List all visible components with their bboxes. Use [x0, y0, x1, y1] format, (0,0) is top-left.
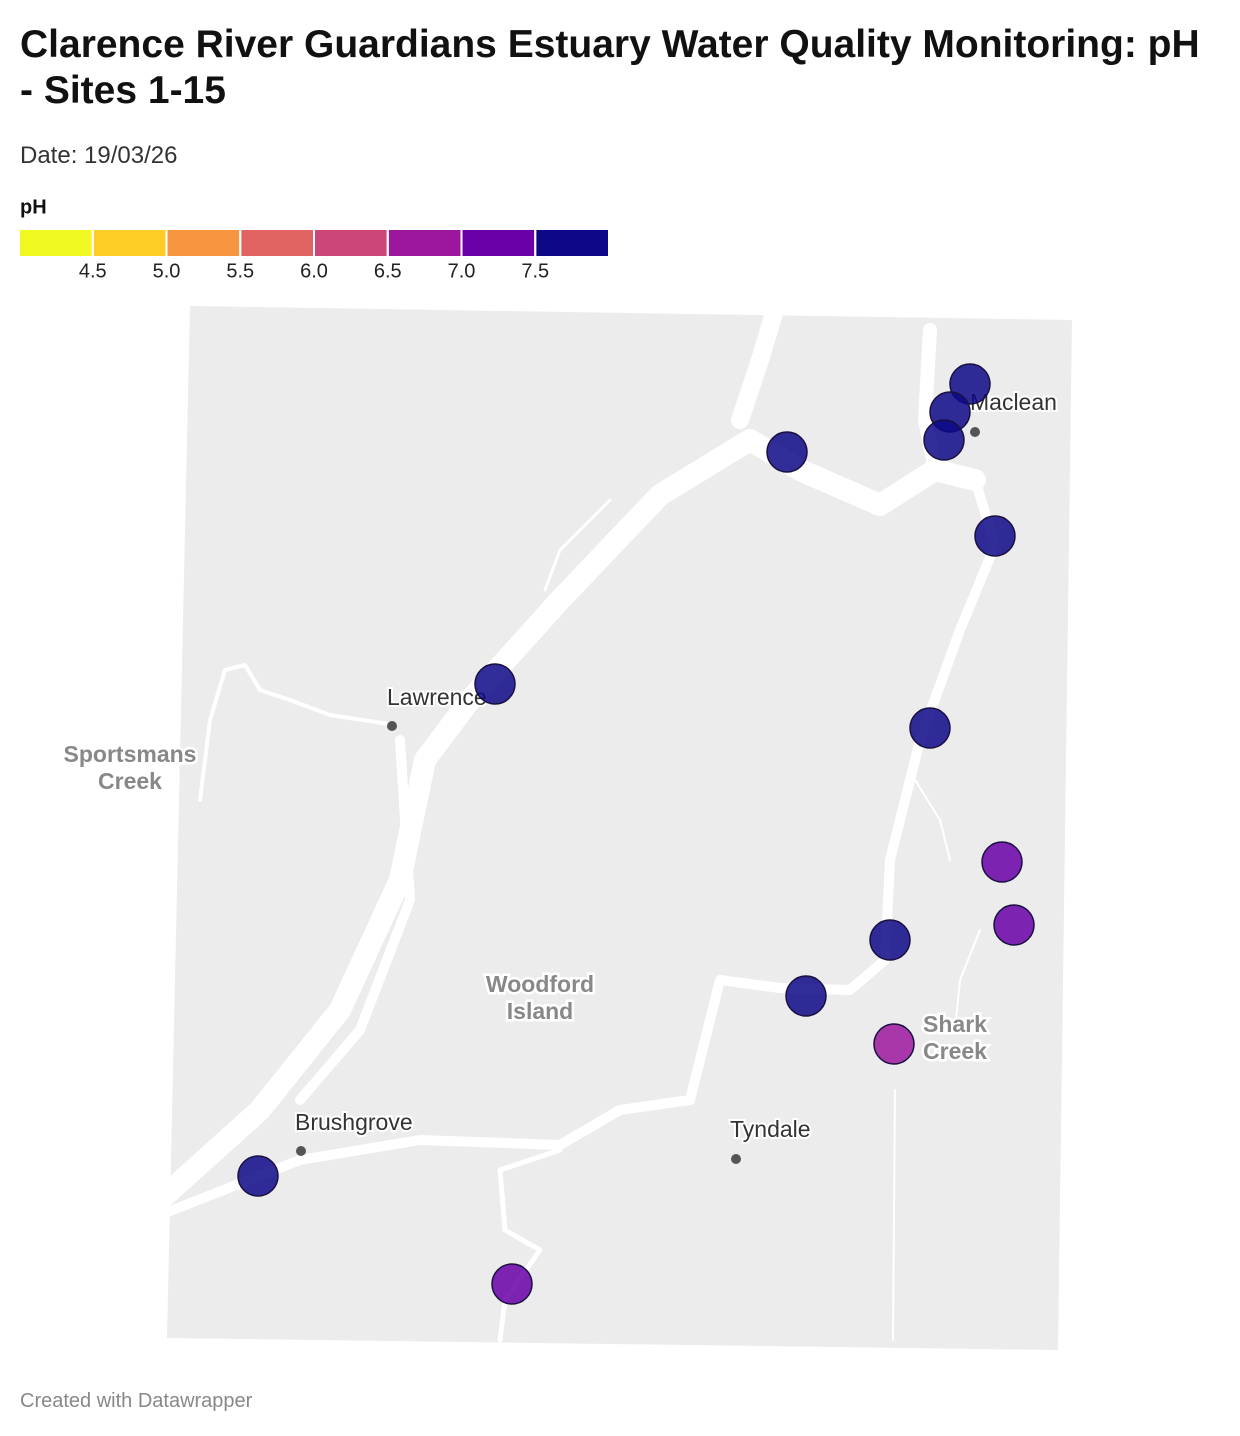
- site: [993, 904, 1035, 946]
- place-label: Lawrence: [387, 684, 487, 710]
- site: [873, 1023, 915, 1065]
- area-label: Sportsmans: [64, 741, 197, 767]
- site: [237, 1155, 279, 1197]
- place-dot: [296, 1146, 306, 1156]
- footer: Created with Datawrapper: [20, 1390, 253, 1412]
- legend-swatch: [93, 230, 166, 256]
- land: [167, 306, 1072, 1350]
- legend-title: pH: [20, 196, 47, 218]
- legend-swatch: [462, 230, 535, 256]
- legend-swatch: [167, 230, 240, 256]
- site: [869, 919, 911, 961]
- site: [491, 1263, 533, 1305]
- legend-swatch: [241, 230, 313, 256]
- legend: 4.5 5.0 5.5 6.0 6.5 7.0 7.5: [20, 230, 608, 282]
- legend-tick-label: 6.5: [374, 260, 402, 282]
- place-dot: [970, 427, 980, 437]
- legend-tick-label: 5.0: [153, 260, 181, 282]
- place-dot: [387, 721, 397, 731]
- place-label: Brushgrove: [295, 1109, 413, 1135]
- legend-tick-label: 7.5: [521, 260, 549, 282]
- place-dot: [731, 1154, 741, 1164]
- site: [474, 663, 516, 705]
- title: Clarence River Guardians Estuary Water Q…: [20, 23, 1200, 112]
- site: [766, 431, 808, 473]
- legend-tick-label: 5.5: [226, 260, 254, 282]
- site: [909, 707, 951, 749]
- sites: [237, 363, 1035, 1305]
- area-label: Woodford: [486, 971, 594, 997]
- area-label: Shark: [923, 1011, 987, 1037]
- site: [785, 975, 827, 1017]
- date: Date: 19/03/26: [20, 142, 178, 169]
- area-label: Island: [507, 998, 573, 1024]
- legend-tick-label: 6.0: [300, 260, 328, 282]
- area-label: Creek: [98, 768, 162, 794]
- site: [923, 419, 965, 461]
- legend-tick-label: 7.0: [448, 260, 476, 282]
- site: [981, 841, 1023, 883]
- legend-tick-label: 4.5: [79, 260, 107, 282]
- legend-swatch: [315, 230, 387, 256]
- site: [974, 515, 1016, 557]
- legend-swatch: [20, 230, 92, 256]
- legend-swatch: [536, 230, 608, 256]
- place-label: Tyndale: [730, 1116, 811, 1142]
- legend-swatch: [388, 230, 461, 256]
- area-label: Creek: [923, 1038, 987, 1064]
